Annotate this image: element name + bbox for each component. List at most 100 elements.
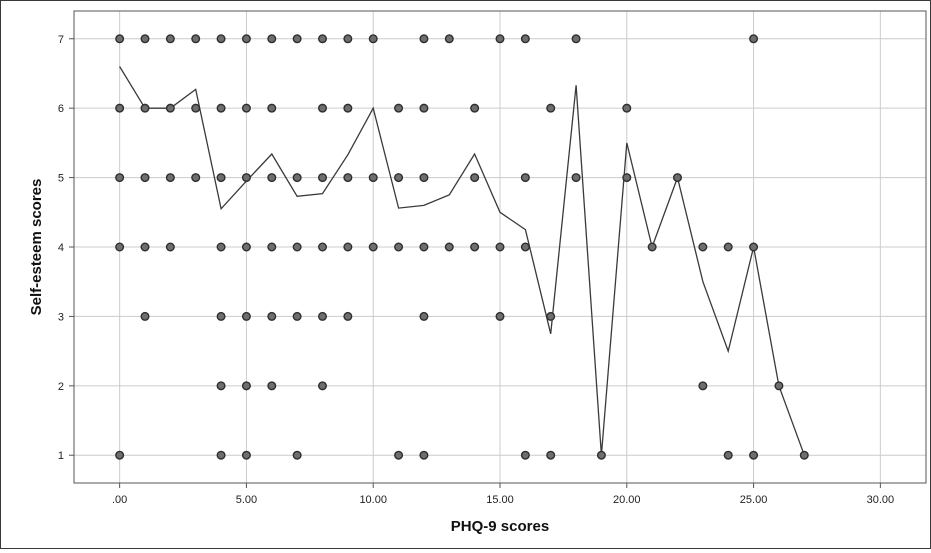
data-point	[495, 34, 505, 44]
data-point	[470, 242, 480, 252]
data-point	[241, 34, 251, 44]
x-tick-label: 30.00	[867, 494, 895, 506]
data-point	[318, 173, 328, 183]
data-point	[165, 242, 175, 252]
data-point	[267, 103, 277, 113]
y-tick-label: 3	[58, 311, 64, 323]
data-point	[140, 242, 150, 252]
data-point	[292, 34, 302, 44]
data-point	[470, 103, 480, 113]
data-point	[241, 103, 251, 113]
data-point	[191, 103, 201, 113]
data-point	[419, 34, 429, 44]
data-point	[571, 34, 581, 44]
data-points	[115, 34, 809, 460]
data-point	[191, 173, 201, 183]
data-point	[318, 103, 328, 113]
x-axis-label: PHQ-9 scores	[451, 518, 549, 535]
data-point	[673, 173, 683, 183]
data-point	[267, 242, 277, 252]
data-point	[596, 450, 606, 460]
data-point	[165, 103, 175, 113]
data-point	[165, 173, 175, 183]
data-point	[394, 103, 404, 113]
data-point	[622, 103, 632, 113]
data-point	[520, 242, 530, 252]
data-point	[292, 311, 302, 321]
data-point	[115, 103, 125, 113]
data-point	[749, 34, 759, 44]
y-tick-label: 1	[58, 450, 64, 462]
data-point	[292, 450, 302, 460]
data-point	[647, 242, 657, 252]
data-point	[140, 34, 150, 44]
data-point	[216, 103, 226, 113]
x-tick-label: 5.00	[236, 494, 257, 506]
data-point	[343, 242, 353, 252]
y-axis-label: Self-esteem scores	[28, 179, 45, 316]
data-point	[216, 311, 226, 321]
data-point	[241, 242, 251, 252]
data-point	[419, 242, 429, 252]
data-point	[698, 242, 708, 252]
data-point	[216, 242, 226, 252]
data-point	[318, 381, 328, 391]
data-point	[267, 381, 277, 391]
data-point	[343, 34, 353, 44]
y-tick-label: 2	[58, 381, 64, 393]
y-tick-label: 4	[58, 242, 64, 254]
data-point	[241, 311, 251, 321]
data-point	[520, 173, 530, 183]
data-point	[571, 173, 581, 183]
data-point	[165, 34, 175, 44]
data-point	[140, 173, 150, 183]
mean-line	[119, 66, 805, 456]
data-point	[241, 381, 251, 391]
data-point	[419, 103, 429, 113]
data-point	[115, 450, 125, 460]
data-point	[749, 242, 759, 252]
data-point	[115, 173, 125, 183]
data-point	[343, 173, 353, 183]
data-point	[799, 450, 809, 460]
x-tick-label: 20.00	[613, 494, 641, 506]
data-point	[318, 311, 328, 321]
y-tick-label: 5	[58, 173, 64, 185]
data-point	[241, 450, 251, 460]
data-point	[318, 34, 328, 44]
x-tick-label: 25.00	[740, 494, 768, 506]
data-point	[546, 450, 556, 460]
data-point	[698, 381, 708, 391]
data-point	[216, 450, 226, 460]
data-point	[216, 173, 226, 183]
data-point	[520, 450, 530, 460]
x-tick-label: 15.00	[486, 494, 514, 506]
data-point	[723, 450, 733, 460]
data-point	[368, 242, 378, 252]
data-point	[546, 103, 556, 113]
data-point	[495, 242, 505, 252]
x-tick-label: 10.00	[359, 494, 387, 506]
data-point	[115, 242, 125, 252]
data-point	[140, 311, 150, 321]
data-point	[444, 34, 454, 44]
data-point	[723, 242, 733, 252]
data-point	[774, 381, 784, 391]
data-point	[216, 381, 226, 391]
data-point	[394, 173, 404, 183]
data-point	[520, 34, 530, 44]
data-point	[267, 311, 277, 321]
data-point	[394, 242, 404, 252]
data-point	[343, 311, 353, 321]
y-tick-label: 6	[58, 103, 64, 115]
data-point	[622, 173, 632, 183]
x-tick-label: .00	[112, 494, 127, 506]
data-point	[115, 34, 125, 44]
y-axis-ticks: 1 2 3 4 5 6 7	[58, 34, 74, 462]
data-point	[749, 450, 759, 460]
data-point	[368, 173, 378, 183]
data-point	[394, 450, 404, 460]
data-point	[444, 242, 454, 252]
